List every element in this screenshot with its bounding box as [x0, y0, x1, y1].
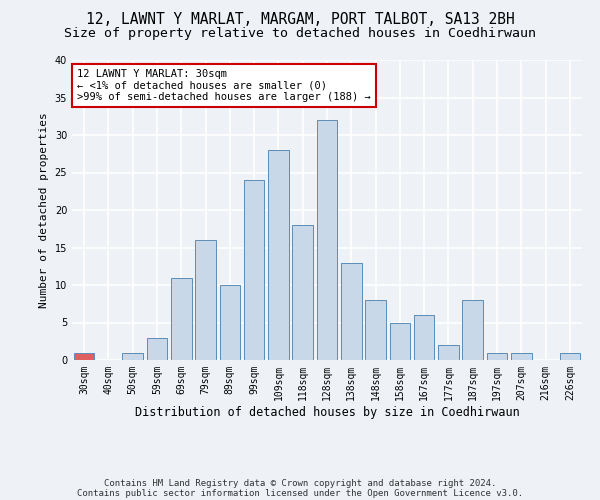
Bar [220, 285, 240, 360]
X-axis label: Distribution of detached houses by size in Coedhirwaun: Distribution of detached houses by size … [134, 406, 520, 418]
Text: Contains public sector information licensed under the Open Government Licence v3: Contains public sector information licen… [77, 488, 523, 498]
Bar [268, 150, 289, 360]
Bar [487, 352, 508, 360]
Bar [146, 338, 167, 360]
Text: 12 LAWNT Y MARLAT: 30sqm
← <1% of detached houses are smaller (0)
>99% of semi-d: 12 LAWNT Y MARLAT: 30sqm ← <1% of detach… [77, 69, 371, 102]
Bar [317, 120, 337, 360]
Bar [74, 352, 94, 360]
Bar [511, 352, 532, 360]
Text: 12, LAWNT Y MARLAT, MARGAM, PORT TALBOT, SA13 2BH: 12, LAWNT Y MARLAT, MARGAM, PORT TALBOT,… [86, 12, 514, 28]
Text: Contains HM Land Registry data © Crown copyright and database right 2024.: Contains HM Land Registry data © Crown c… [104, 478, 496, 488]
Bar [560, 352, 580, 360]
Y-axis label: Number of detached properties: Number of detached properties [39, 112, 49, 308]
Bar [122, 352, 143, 360]
Bar [341, 262, 362, 360]
Bar [365, 300, 386, 360]
Bar [463, 300, 483, 360]
Bar [244, 180, 265, 360]
Bar [414, 315, 434, 360]
Bar [389, 322, 410, 360]
Bar [195, 240, 216, 360]
Bar [292, 225, 313, 360]
Bar [438, 345, 459, 360]
Text: Size of property relative to detached houses in Coedhirwaun: Size of property relative to detached ho… [64, 28, 536, 40]
Bar [171, 278, 191, 360]
